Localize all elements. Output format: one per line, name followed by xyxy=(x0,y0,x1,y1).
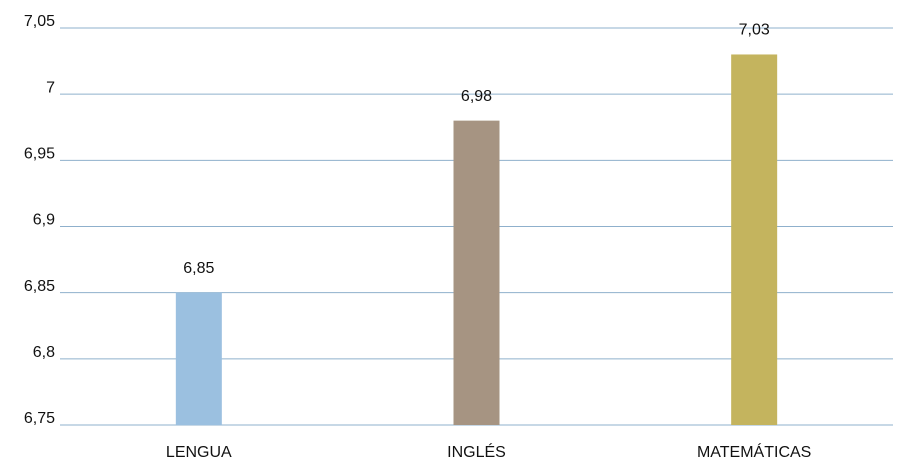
y-tick-label: 6,9 xyxy=(33,212,55,229)
y-tick-label: 7 xyxy=(46,79,55,96)
value-label: 6,85 xyxy=(183,260,214,277)
y-tick-label: 7,05 xyxy=(24,13,55,30)
value-label: 7,03 xyxy=(739,22,770,39)
value-label: 6,98 xyxy=(461,88,492,105)
y-tick-label: 6,8 xyxy=(33,344,55,361)
x-tick-label: LENGUA xyxy=(166,444,232,461)
bar xyxy=(175,292,222,425)
y-tick-label: 6,75 xyxy=(24,410,55,427)
bar xyxy=(453,120,500,425)
y-tick-label: 6,85 xyxy=(24,278,55,295)
bar xyxy=(731,54,778,425)
x-tick-label: INGLÉS xyxy=(447,442,506,461)
y-tick-label: 6,95 xyxy=(24,146,55,163)
x-tick-label: MATEMÁTICAS xyxy=(697,442,811,461)
